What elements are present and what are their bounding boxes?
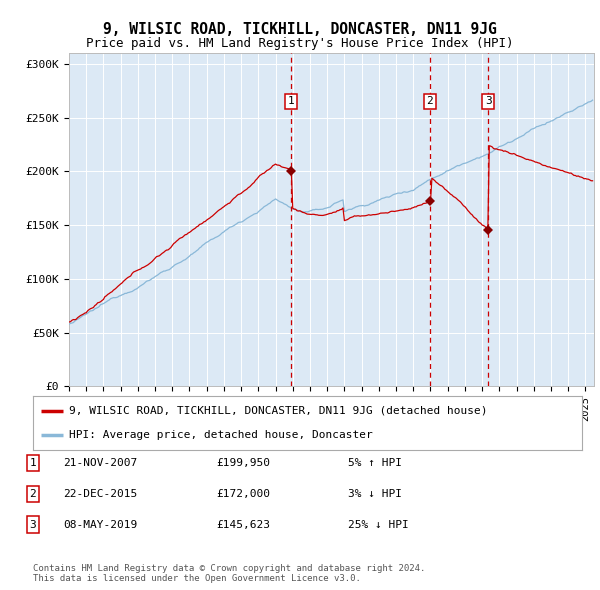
Text: 21-NOV-2007: 21-NOV-2007 (63, 458, 137, 468)
Text: 22-DEC-2015: 22-DEC-2015 (63, 489, 137, 499)
Text: 1: 1 (287, 96, 294, 106)
Text: £199,950: £199,950 (216, 458, 270, 468)
Text: 2: 2 (29, 489, 37, 499)
Text: Price paid vs. HM Land Registry's House Price Index (HPI): Price paid vs. HM Land Registry's House … (86, 37, 514, 50)
Text: £172,000: £172,000 (216, 489, 270, 499)
Text: 5% ↑ HPI: 5% ↑ HPI (348, 458, 402, 468)
Text: 2: 2 (427, 96, 433, 106)
Text: Contains HM Land Registry data © Crown copyright and database right 2024.
This d: Contains HM Land Registry data © Crown c… (33, 563, 425, 583)
Text: 3% ↓ HPI: 3% ↓ HPI (348, 489, 402, 499)
Text: £145,623: £145,623 (216, 520, 270, 529)
Text: 25% ↓ HPI: 25% ↓ HPI (348, 520, 409, 529)
Text: HPI: Average price, detached house, Doncaster: HPI: Average price, detached house, Donc… (68, 430, 373, 440)
Text: 9, WILSIC ROAD, TICKHILL, DONCASTER, DN11 9JG: 9, WILSIC ROAD, TICKHILL, DONCASTER, DN1… (103, 22, 497, 37)
Text: 3: 3 (485, 96, 491, 106)
Text: 1: 1 (29, 458, 37, 468)
Text: 3: 3 (29, 520, 37, 529)
Text: 9, WILSIC ROAD, TICKHILL, DONCASTER, DN11 9JG (detached house): 9, WILSIC ROAD, TICKHILL, DONCASTER, DN1… (68, 406, 487, 416)
Text: 08-MAY-2019: 08-MAY-2019 (63, 520, 137, 529)
